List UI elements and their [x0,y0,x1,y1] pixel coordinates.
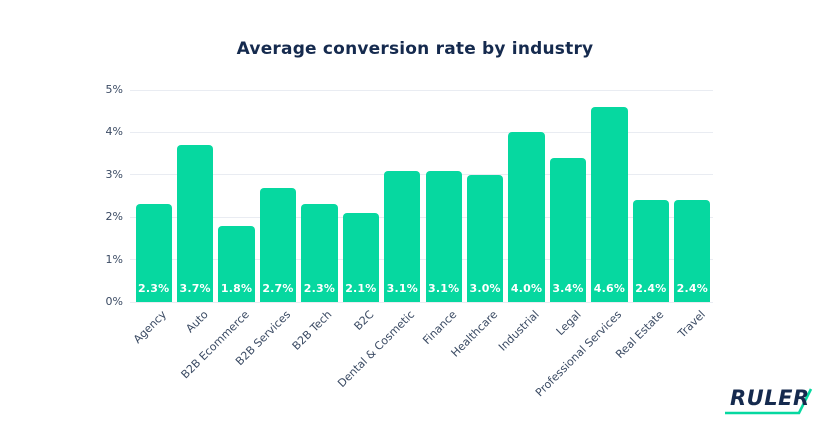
gridline [130,216,713,218]
bar: 1.8% [218,225,255,302]
ruler-logo: RULER [720,384,820,420]
bar-value-label: 2.3% [138,281,170,295]
x-axis-category-label: B2C [351,308,377,333]
bar: 4.6% [591,106,628,302]
x-axis-category-label: Auto [183,308,211,336]
ruler-logo-text: RULER [730,386,810,410]
bar-value-label: 4.6% [593,281,626,295]
y-axis-tick-label: 5% [105,83,123,96]
bar-value-label: 3.7% [179,281,211,295]
ruler-logo-swoosh-icon [725,388,813,415]
bar-value-label: 2.1% [345,281,377,295]
bar-value-label: 1.8% [220,281,253,295]
bar-value-label: 2.3% [303,281,336,295]
bar: 2.3% [301,204,338,302]
bar-value-label: 3.0% [469,281,501,295]
chart-title: Average conversion rate by industry [236,39,594,59]
bar: 2.4% [674,200,711,302]
x-axis-category-label: Industrial [496,308,542,354]
bar: 2.4% [632,200,670,302]
y-axis-tick-label: 2% [105,210,123,224]
gridline [130,174,713,176]
bar-value-label: 3.4% [552,281,584,295]
y-axis-tick-label: 3% [105,167,123,181]
y-axis-tick-label: 0% [105,295,123,308]
bar: 2.3% [135,204,172,302]
y-axis-tick-label: 1% [105,252,123,266]
bar: 4.0% [508,132,545,302]
bar: 3.1% [425,170,462,302]
gridline [130,301,713,303]
x-axis-category-label: B2B Tech [289,308,335,353]
bar-value-label: 4.0% [510,281,543,295]
x-axis-category-label: Finance [419,308,459,347]
x-axis-category-label: Dental & Cosmetic [335,308,418,390]
bar: 3.4% [549,157,587,302]
bar-value-label: 3.1% [386,281,418,295]
bar: 2.1% [342,212,380,302]
x-axis-category-label: Travel [675,308,708,341]
bar-value-label: 2.7% [262,281,294,295]
bar: 3.7% [176,145,214,302]
y-axis-tick-label: 4% [105,125,123,139]
gridline [130,89,713,91]
gridline [130,131,713,133]
bar-value-label: 2.4% [635,281,667,295]
x-axis-category-label: Legal [553,308,584,339]
gridline [130,259,713,261]
bar: 3.1% [384,170,421,302]
bar: 2.7% [259,187,297,302]
x-axis-category-label: Agency [130,308,169,347]
bar-value-label: 3.1% [428,281,460,295]
bar: 3.0% [466,174,504,302]
bar-value-label: 2.4% [676,281,708,295]
